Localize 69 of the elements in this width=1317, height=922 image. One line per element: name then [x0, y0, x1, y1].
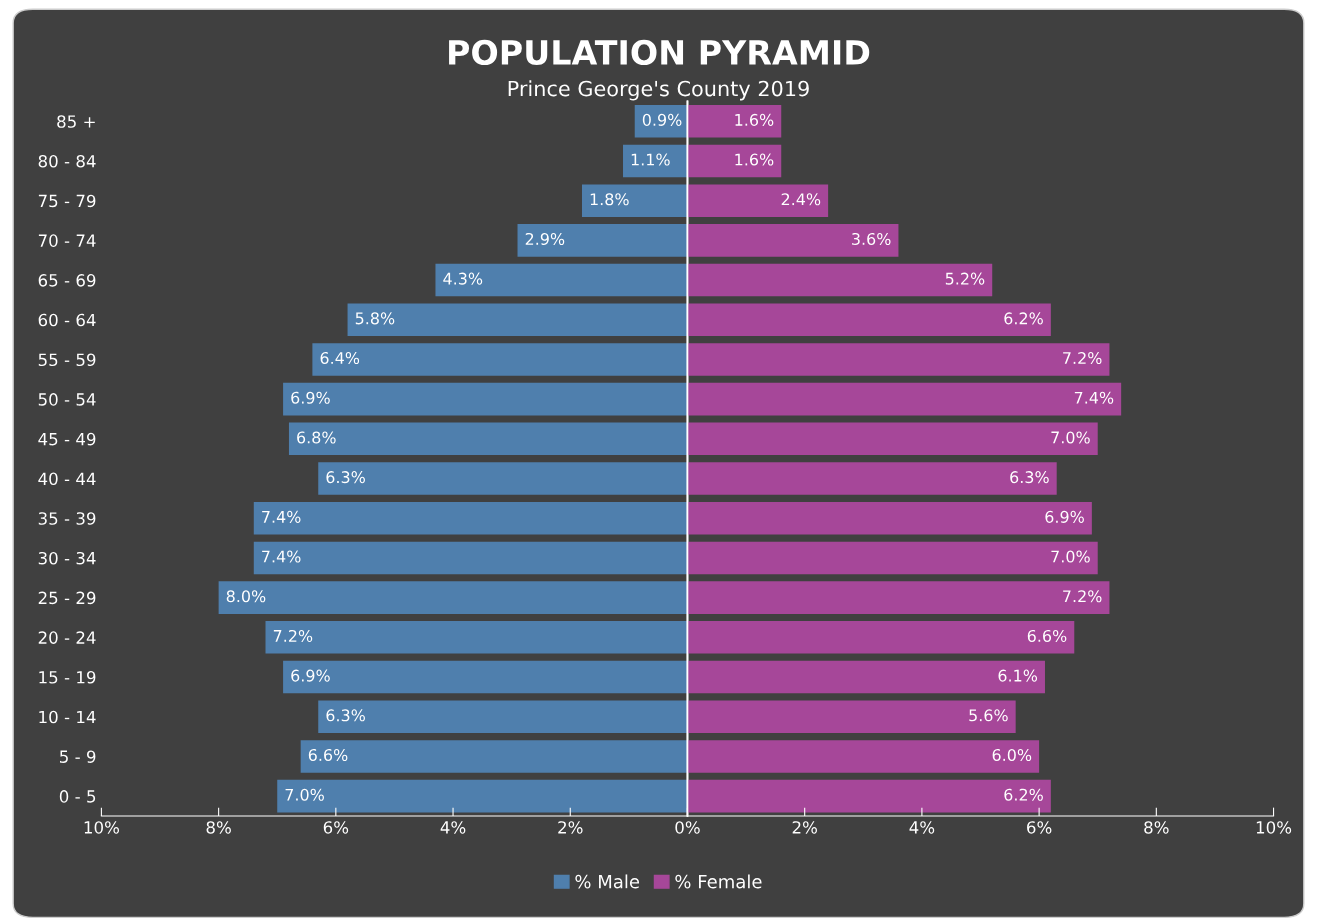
- y-tick-label: 45 - 49: [38, 432, 96, 446]
- y-tick-label: 10 - 14: [39, 710, 96, 724]
- x-tick-label: 2%: [558, 821, 583, 834]
- data-label: 6.2%: [1004, 788, 1043, 801]
- data-label: 7.0%: [1051, 550, 1090, 563]
- y-tick-label: 85 +: [57, 115, 95, 128]
- y-tick-label: 60 - 64: [38, 313, 96, 327]
- y-tick-label: 30 - 34: [38, 551, 96, 565]
- x-tick-label: 8%: [206, 821, 231, 834]
- data-label: 1.1%: [631, 153, 670, 166]
- data-label: 1.6%: [735, 113, 774, 126]
- data-label: 7.4%: [1074, 391, 1114, 404]
- data-label: 7.2%: [1063, 352, 1102, 365]
- data-label: 2.9%: [525, 232, 565, 245]
- data-label: 6.3%: [1010, 471, 1049, 484]
- data-label: 0.9%: [642, 113, 682, 126]
- y-tick-label: 70 - 74: [38, 234, 96, 247]
- data-label: 7.4%: [262, 550, 301, 563]
- data-label: 7.0%: [285, 788, 324, 801]
- data-label: 6.3%: [326, 471, 365, 484]
- x-tick-label: 4%: [909, 821, 935, 834]
- chart-title: POPULATION PYRAMID: [449, 39, 870, 65]
- x-tick-label: 6%: [1027, 821, 1052, 834]
- data-label: 6.4%: [320, 352, 360, 365]
- y-tick-label: 0 - 5: [59, 790, 96, 803]
- data-label: 5.2%: [945, 272, 985, 285]
- data-label: 7.0%: [1051, 431, 1090, 444]
- data-label: 6.6%: [1027, 629, 1067, 642]
- data-label: 6.9%: [291, 669, 330, 682]
- data-label: 6.6%: [308, 748, 348, 762]
- legend-label: % Male: [575, 874, 640, 889]
- data-label: 7.2%: [273, 629, 313, 642]
- y-tick-label: 75 - 79: [38, 194, 96, 208]
- data-label: 5.6%: [969, 709, 1008, 722]
- data-label: 6.1%: [998, 669, 1038, 682]
- data-label: 3.6%: [852, 232, 891, 245]
- y-tick-label: 55 - 59: [38, 353, 96, 367]
- data-label: 6.9%: [1045, 510, 1084, 523]
- legend-label: % Female: [675, 874, 762, 889]
- data-label: 6.8%: [297, 431, 336, 444]
- data-label: 6.0%: [992, 748, 1032, 762]
- data-label: 6.3%: [326, 709, 365, 722]
- y-tick-label: 20 - 24: [38, 631, 96, 644]
- chart-subtitle: Prince George's County 2019: [508, 80, 809, 101]
- data-label: 5.8%: [355, 312, 395, 325]
- x-tick-label: 4%: [440, 821, 466, 834]
- data-label: 6.9%: [291, 391, 330, 404]
- y-tick-label: 80 - 84: [38, 154, 96, 168]
- data-label: 1.8%: [590, 193, 629, 206]
- data-label: 4.3%: [443, 272, 483, 285]
- data-label: 2.4%: [781, 193, 821, 206]
- x-tick-label: 2%: [792, 821, 817, 834]
- x-tick-label: 0%: [675, 821, 700, 834]
- y-tick-label: 65 - 69: [38, 274, 96, 287]
- x-tick-label: 10%: [1256, 821, 1292, 834]
- y-tick-label: 15 - 19: [39, 670, 96, 684]
- data-label: 1.6%: [735, 153, 774, 166]
- data-label: 7.4%: [262, 510, 301, 523]
- data-label: 7.2%: [1063, 590, 1102, 603]
- x-tick-label: 6%: [323, 821, 349, 834]
- y-tick-label: 5 - 9: [60, 750, 96, 763]
- y-tick-label: 50 - 54: [38, 393, 96, 406]
- x-tick-label: 10%: [84, 821, 120, 834]
- y-tick-label: 35 - 39: [38, 512, 96, 525]
- y-tick-label: 40 - 44: [38, 472, 96, 486]
- data-label: 8.0%: [226, 590, 266, 603]
- data-label: 6.2%: [1004, 312, 1043, 325]
- y-tick-label: 25 - 29: [38, 591, 96, 605]
- x-tick-label: 8%: [1144, 821, 1169, 834]
